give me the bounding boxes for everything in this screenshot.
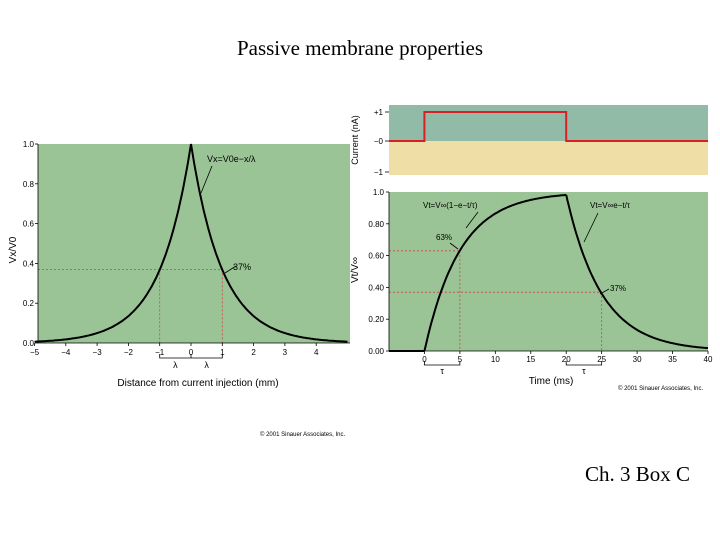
spatial-plot-area <box>38 144 350 343</box>
tau-bracket <box>424 361 461 366</box>
temporal-ylabel: Vt/V∞ <box>350 257 361 283</box>
spatial-xtick-label: 2 <box>251 348 256 357</box>
spatial-ytick-label: 0.4 <box>23 259 35 268</box>
spatial-xtick-label: −2 <box>124 348 134 357</box>
current-positive-region <box>389 105 708 141</box>
spatial-xtick-label: 4 <box>314 348 319 357</box>
tau-bracket-fall <box>565 361 603 366</box>
temporal-xlabel: Time (ms) <box>529 376 574 387</box>
copyright-right: © 2001 Sinauer Associates, Inc. <box>618 385 703 392</box>
current-ylabel: Current (nA) <box>350 115 360 165</box>
temporal-xtick-label: 15 <box>526 355 535 364</box>
temporal-ytick-label: 0.60 <box>368 252 384 261</box>
temporal-xtick-label: 10 <box>491 355 500 364</box>
spatial-ytick-label: 1.0 <box>23 140 35 149</box>
spatial-ytick-label: 0.8 <box>23 180 35 189</box>
current-ytick-label: −1 <box>374 168 384 177</box>
temporal-37-pointer <box>599 288 610 295</box>
spatial-xtick-label: −3 <box>93 348 103 357</box>
fall-equation-pointer <box>583 212 599 243</box>
temporal-charging-chart: 0.000.200.400.600.801.00 5 10 15 20 25 30 35 40 … <box>350 188 713 392</box>
temporal-ytick-label: 1.0 <box>373 188 385 197</box>
spatial-ytick-label: 0.2 <box>23 299 35 308</box>
temporal-ytick-label: 0.40 <box>368 283 384 292</box>
spatial-xlabel: Distance from current injection (mm) <box>117 378 278 389</box>
spatial-xtick-label: −1 <box>155 348 165 357</box>
lambda-bracket <box>159 354 223 359</box>
spatial-xtick-label: 0 <box>189 348 194 357</box>
temporal-xtick-label: 0 <box>422 355 427 364</box>
tau-label-fall: τ <box>582 366 586 376</box>
spatial-xtick-label: 1 <box>220 348 225 357</box>
slide-title: Passive membrane properties <box>236 36 484 60</box>
temporal-xtick-label: 30 <box>633 355 642 364</box>
spatial-xtick-label: 3 <box>283 348 288 357</box>
lambda-label-right: λ <box>204 360 209 370</box>
spatial-ytick-label: 0.6 <box>23 220 35 229</box>
spatial-decay-curve <box>34 143 348 343</box>
temporal-ytick-label: 0.20 <box>368 315 384 324</box>
temporal-plot-area <box>389 192 708 351</box>
current-step-trace <box>389 111 708 142</box>
spatial-xtick-label: −5 <box>30 348 40 357</box>
temporal-xtick-label: 20 <box>562 355 571 364</box>
rise-equation-pointer <box>465 211 479 229</box>
current-negative-region <box>389 141 708 175</box>
temporal-63-pointer <box>449 242 459 250</box>
temporal-xtick-label: 5 <box>458 355 463 364</box>
temporal-ytick-label: 0.80 <box>368 220 384 229</box>
current-ytick-label: −0 <box>374 137 384 146</box>
spatial-ytick-label: 0.0 <box>23 339 35 348</box>
copyright-left: © 2001 Sinauer Associates, Inc. <box>260 431 345 438</box>
lambda-label-left: λ <box>173 360 178 370</box>
temporal-xtick-label: 35 <box>668 355 677 364</box>
current-ytick-label: +1 <box>374 108 384 117</box>
tau-label-rise: τ <box>440 366 444 376</box>
fall-equation: Vt=V∞e−t/τ <box>590 201 631 210</box>
spatial-37-label: 37% <box>233 262 251 272</box>
spatial-equation-pointer <box>200 165 213 194</box>
spatial-ylabel: Vx/V0 <box>8 236 19 263</box>
temporal-37-label: 37% <box>610 284 626 293</box>
current-step-chart: +1 −0 −1 Current (nA) <box>350 105 708 177</box>
temporal-xtick-label: 25 <box>597 355 606 364</box>
temporal-63-label: 63% <box>436 233 452 242</box>
temporal-ytick-label: 0.00 <box>368 347 384 356</box>
rise-equation: Vt=V∞(1−e−t/τ) <box>423 201 478 210</box>
spatial-decay-chart: 0.0 0.2 0.4 0.6 0.8 1.0 −5 −4 −3 −2 −1 0 1 2 3 4 Vx=V0e… <box>8 140 350 438</box>
spatial-37-pointer <box>224 265 237 274</box>
spatial-xtick-label: −4 <box>61 348 71 357</box>
charging-rise-curve <box>423 193 567 352</box>
spatial-equation: Vx=V0e−x/λ <box>207 154 256 164</box>
temporal-xtick-label: 40 <box>704 355 713 364</box>
slide-caption: Ch. 3 Box C <box>584 462 690 486</box>
charging-decay-curve <box>565 194 709 350</box>
